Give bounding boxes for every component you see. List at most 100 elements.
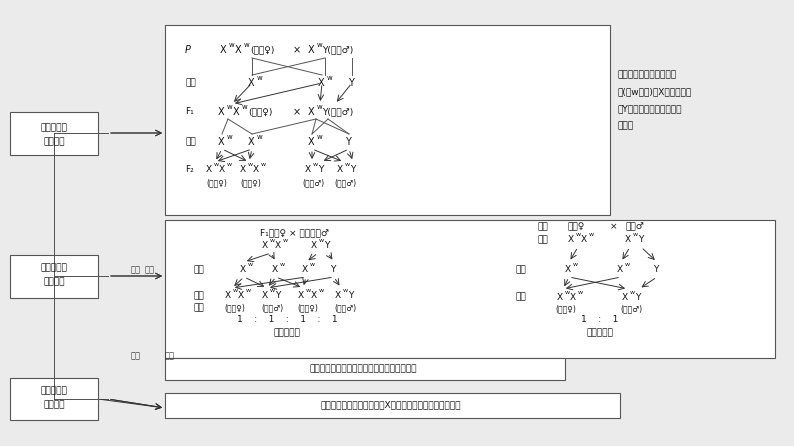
Text: F₂: F₂ — [185, 165, 194, 174]
Text: 得出结论: 得出结论 — [43, 401, 65, 409]
Text: Y: Y — [324, 241, 330, 251]
Text: w: w — [319, 289, 324, 293]
Text: X: X — [308, 107, 314, 117]
Text: X: X — [218, 137, 225, 147]
Text: 假说：控制果蝇白眼的基: 假说：控制果蝇白眼的基 — [618, 70, 677, 79]
Text: P: P — [185, 45, 191, 55]
Text: X: X — [238, 292, 244, 301]
Text: 配子: 配子 — [185, 137, 196, 146]
Text: Y: Y — [345, 137, 351, 147]
Text: 演绎推理、: 演绎推理、 — [40, 264, 67, 273]
Text: (红，♀): (红，♀) — [248, 107, 272, 116]
Text: X: X — [335, 292, 341, 301]
Text: X: X — [557, 293, 563, 301]
Text: (红，♀): (红，♀) — [250, 45, 275, 54]
Text: X: X — [625, 235, 631, 244]
Text: ×: × — [610, 223, 618, 231]
Text: w: w — [630, 289, 635, 294]
Text: (白眼♀): (白眼♀) — [297, 303, 318, 313]
Text: 测交: 测交 — [538, 223, 549, 231]
Text: 配子: 配子 — [193, 265, 204, 274]
Text: X: X — [218, 107, 225, 117]
Text: X: X — [240, 165, 246, 174]
Text: 分析问题、: 分析问题、 — [40, 124, 67, 132]
Text: w: w — [257, 134, 263, 140]
Text: X: X — [305, 165, 311, 174]
Text: w: w — [227, 134, 233, 140]
Text: Y: Y — [275, 292, 280, 301]
Text: X: X — [308, 45, 314, 55]
Text: X: X — [272, 265, 278, 274]
Text: w: w — [227, 104, 233, 110]
Text: X: X — [311, 292, 317, 301]
Text: X: X — [302, 265, 308, 274]
Text: w: w — [576, 232, 581, 238]
Text: X: X — [233, 107, 240, 117]
Bar — [165, 25, 610, 215]
Text: 1    :    1    :    1    :    1: 1 : 1 : 1 : 1 — [237, 315, 337, 325]
Text: w: w — [227, 162, 232, 168]
Text: 提出假说: 提出假说 — [43, 137, 65, 146]
Text: (红眼♂): (红眼♂) — [261, 303, 283, 313]
Text: w: w — [280, 263, 285, 268]
Text: 后代: 后代 — [538, 235, 549, 244]
Text: 验证: 验证 — [131, 351, 141, 360]
Text: w: w — [306, 289, 311, 293]
Text: w: w — [248, 263, 253, 268]
Text: w: w — [244, 42, 250, 48]
Text: (红眼♀): (红眼♀) — [224, 303, 245, 313]
Text: X: X — [220, 45, 226, 55]
Text: w: w — [317, 104, 322, 110]
Text: X: X — [248, 78, 255, 88]
Text: 配子: 配子 — [185, 78, 196, 87]
Text: F₁红眼♀ × 亲本白眼♂: F₁红眼♀ × 亲本白眼♂ — [260, 228, 330, 238]
Text: w: w — [589, 232, 594, 238]
Text: w: w — [578, 289, 583, 294]
Text: ×: × — [293, 107, 301, 117]
Bar — [10, 255, 98, 298]
Text: w: w — [625, 263, 630, 268]
Text: w: w — [248, 162, 253, 168]
Text: Y(红，♂): Y(红，♂) — [322, 107, 353, 116]
Bar — [165, 393, 620, 418]
Text: 控制红眼和白眼的基因位于X染色体上，即基因在染色体上: 控制红眼和白眼的基因位于X染色体上，即基因在染色体上 — [321, 401, 461, 409]
Text: Y: Y — [348, 78, 354, 88]
Text: 验证实验: 验证实验 — [43, 277, 65, 286]
Text: Y: Y — [318, 165, 323, 174]
Text: F₁: F₁ — [185, 107, 194, 116]
Text: X: X — [570, 293, 576, 301]
Text: (红眼♀): (红眼♀) — [555, 305, 576, 314]
Text: w: w — [565, 289, 570, 294]
Text: (红，♂): (红，♂) — [302, 178, 324, 187]
Text: w: w — [270, 289, 276, 293]
Text: 因(用w表示)在X染色体上，: 因(用w表示)在X染色体上， — [618, 87, 692, 96]
Text: w: w — [317, 42, 322, 48]
Text: Y: Y — [330, 265, 335, 274]
Text: w: w — [327, 75, 333, 81]
Text: Y: Y — [638, 235, 643, 244]
Text: w: w — [345, 162, 350, 168]
Text: X: X — [262, 241, 268, 251]
Text: w: w — [233, 289, 238, 293]
Text: w: w — [310, 263, 315, 268]
Text: w: w — [283, 239, 288, 244]
Text: X: X — [337, 165, 343, 174]
Text: w: w — [229, 42, 235, 48]
Text: 第二次测交: 第二次测交 — [587, 329, 614, 338]
Text: w: w — [633, 232, 638, 238]
Text: 测交实验结果与演绎推理结果一致，假说正确: 测交实验结果与演绎推理结果一致，假说正确 — [309, 364, 417, 373]
Bar — [10, 112, 98, 155]
Text: Y: Y — [348, 292, 353, 301]
Text: 后代: 后代 — [193, 303, 204, 313]
Text: Y: Y — [350, 165, 356, 174]
Text: X: X — [235, 45, 241, 55]
Text: w: w — [270, 239, 276, 244]
Text: X: X — [581, 235, 587, 244]
Text: X: X — [617, 265, 623, 274]
Text: 演绎: 演绎 — [145, 265, 155, 274]
Text: X: X — [262, 292, 268, 301]
Text: 第一次测交: 第一次测交 — [274, 329, 300, 338]
Text: Y: Y — [635, 293, 641, 301]
Text: w: w — [242, 104, 248, 110]
Text: X: X — [622, 293, 628, 301]
